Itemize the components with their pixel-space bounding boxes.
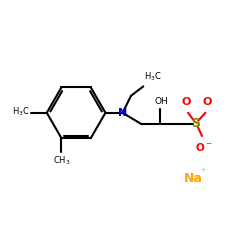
Text: O$^-$: O$^-$ <box>196 142 213 154</box>
Text: $^+$: $^+$ <box>198 168 207 178</box>
Text: $\mathregular{H_3C}$: $\mathregular{H_3C}$ <box>12 106 30 118</box>
Text: $\mathregular{CH_3}$: $\mathregular{CH_3}$ <box>53 154 70 167</box>
Text: Na: Na <box>184 172 203 185</box>
Text: N: N <box>118 108 128 118</box>
Text: S: S <box>192 117 200 130</box>
Text: O: O <box>202 98 211 108</box>
Text: O: O <box>182 98 191 108</box>
Text: OH: OH <box>154 97 168 106</box>
Text: $\mathregular{H_3C}$: $\mathregular{H_3C}$ <box>144 71 162 84</box>
